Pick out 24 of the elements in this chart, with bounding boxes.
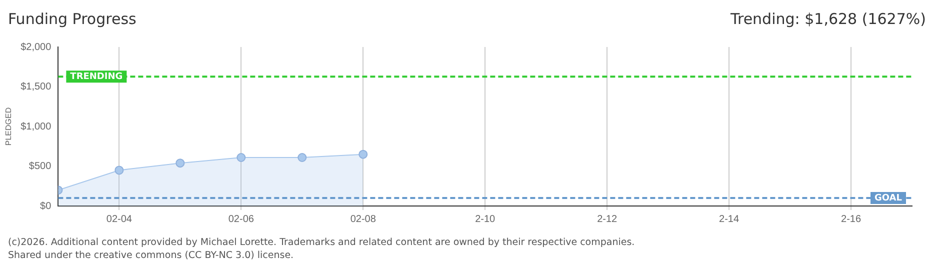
y-tick-label: $2,000 (20, 42, 52, 53)
x-tick-label: 02-08 (350, 214, 376, 225)
point (236, 153, 246, 162)
y-tick-label: $500 (28, 161, 52, 172)
point (114, 166, 124, 175)
point (358, 150, 368, 159)
x-tick-label: 02-04 (106, 214, 132, 225)
text: Shared under the creative commons (CC BY-NC 3.0) license. (8, 249, 295, 262)
y-tick-label: $1,000 (20, 121, 52, 132)
ref-line-label: TRENDING (70, 72, 123, 82)
chart-title: Funding Progress (8, 10, 136, 28)
ref-line-label: GOAL (874, 193, 902, 204)
y-axis-title: PLEDGED (4, 107, 14, 146)
x-tick-label: 2-12 (597, 214, 618, 225)
y-tick-label: $0 (40, 200, 52, 212)
x-tick-label: 2-10 (475, 214, 496, 225)
point (298, 153, 307, 162)
x-tick-label: 2-14 (719, 214, 740, 225)
text: Trending: $1,628 (1627%) (730, 10, 926, 28)
point (176, 158, 185, 168)
x-tick-label: 02-06 (228, 214, 254, 225)
x-tick-label: 2-16 (841, 214, 862, 225)
text: (c)2026. Additional content provided by Michael Lorette. Trademarks and related content are owned by their respective companies. (8, 236, 635, 249)
y-tick-label: $1,500 (20, 82, 52, 92)
